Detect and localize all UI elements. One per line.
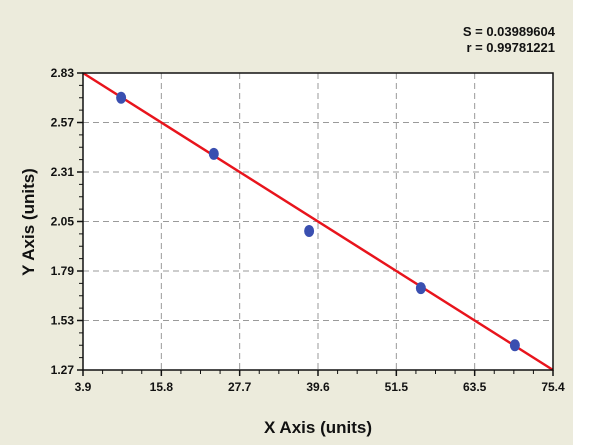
data-point <box>116 91 127 104</box>
x-tick-label: 63.5 <box>463 380 487 394</box>
x-tick-label: 75.4 <box>541 380 565 394</box>
y-tick-label: 2.57 <box>51 116 75 130</box>
data-point <box>509 339 520 352</box>
data-point <box>415 282 426 295</box>
data-point <box>208 147 219 160</box>
stat-r: r = 0.99781221 <box>466 40 555 55</box>
y-tick-label: 2.83 <box>51 66 75 80</box>
x-tick-label: 15.8 <box>150 380 174 394</box>
y-tick-label: 1.53 <box>51 314 75 328</box>
y-tick-label: 1.27 <box>51 363 75 377</box>
x-axis-label: X Axis (units) <box>264 418 372 437</box>
y-tick-label: 2.31 <box>51 165 75 179</box>
x-tick-label: 39.6 <box>306 380 330 394</box>
x-tick-label: 51.5 <box>385 380 409 394</box>
fit-line <box>82 71 554 372</box>
stat-s: S = 0.03989604 <box>462 24 555 39</box>
plot-frame <box>82 72 554 371</box>
y-tick-label: 1.79 <box>51 264 75 278</box>
data-point <box>304 225 315 238</box>
x-tick-label: 3.9 <box>75 380 92 394</box>
y-axis-label: Y Axis (units) <box>19 168 38 276</box>
y-tick-label: 2.05 <box>51 215 75 229</box>
x-tick-label: 27.7 <box>228 380 252 394</box>
